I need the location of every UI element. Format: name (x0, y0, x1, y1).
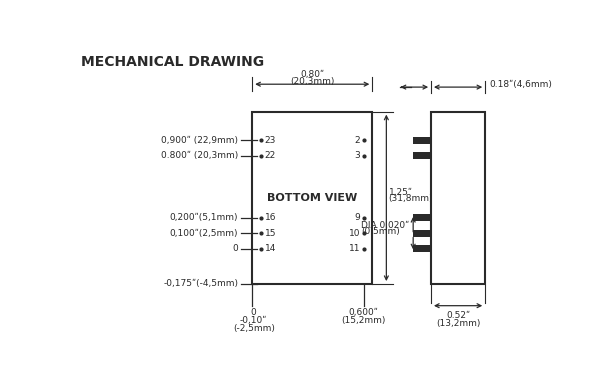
Text: 0,80ʺ: 0,80ʺ (300, 70, 324, 79)
Text: 0,100ʺ(2,5mm): 0,100ʺ(2,5mm) (170, 229, 238, 238)
Text: BOTTOM VIEW: BOTTOM VIEW (267, 193, 358, 203)
Text: 23: 23 (265, 136, 276, 145)
Text: 22: 22 (265, 151, 276, 160)
Text: 10: 10 (348, 229, 360, 238)
Text: 14: 14 (265, 244, 276, 253)
Text: -0,175ʺ(-4,5mm): -0,175ʺ(-4,5mm) (163, 279, 238, 288)
Text: -0,10ʺ: -0,10ʺ (240, 316, 267, 325)
Text: 1,25ʺ: 1,25ʺ (388, 188, 413, 197)
Text: 15: 15 (265, 229, 276, 238)
Text: 11: 11 (348, 244, 360, 253)
Text: 0.800ʺ (20,3mm): 0.800ʺ (20,3mm) (161, 151, 238, 160)
Text: (0,5mm): (0,5mm) (361, 227, 400, 236)
Text: MECHANICAL DRAWING: MECHANICAL DRAWING (81, 55, 263, 69)
Bar (253, 112, 372, 284)
Text: 0,600ʺ: 0,600ʺ (349, 308, 379, 317)
Text: (13,2mm): (13,2mm) (436, 319, 480, 328)
Text: 0,200ʺ(5,1mm): 0,200ʺ(5,1mm) (170, 213, 238, 222)
Text: DIA 0,020ʺ: DIA 0,020ʺ (361, 221, 410, 230)
Text: 16: 16 (265, 213, 276, 222)
Bar (413, 214, 431, 221)
Text: (20,3mm): (20,3mm) (290, 77, 334, 86)
Text: 0.18ʺ(4,6mm): 0.18ʺ(4,6mm) (489, 80, 552, 89)
Text: 9: 9 (354, 213, 360, 222)
Bar (413, 229, 431, 237)
Bar (413, 136, 431, 144)
Bar (413, 245, 431, 252)
Text: (-2,5mm): (-2,5mm) (232, 324, 274, 333)
Text: 0.52ʺ: 0.52ʺ (446, 311, 470, 320)
Text: (15,2mm): (15,2mm) (342, 316, 386, 325)
Bar (431, 112, 485, 284)
Text: 2: 2 (354, 136, 360, 145)
Text: 3: 3 (354, 151, 360, 160)
Text: 0: 0 (232, 244, 238, 253)
Bar (413, 152, 431, 159)
Text: 0,900ʺ (22,9mm): 0,900ʺ (22,9mm) (161, 136, 238, 145)
Text: 0: 0 (251, 308, 257, 317)
Text: (31,8mm): (31,8mm) (388, 194, 433, 203)
